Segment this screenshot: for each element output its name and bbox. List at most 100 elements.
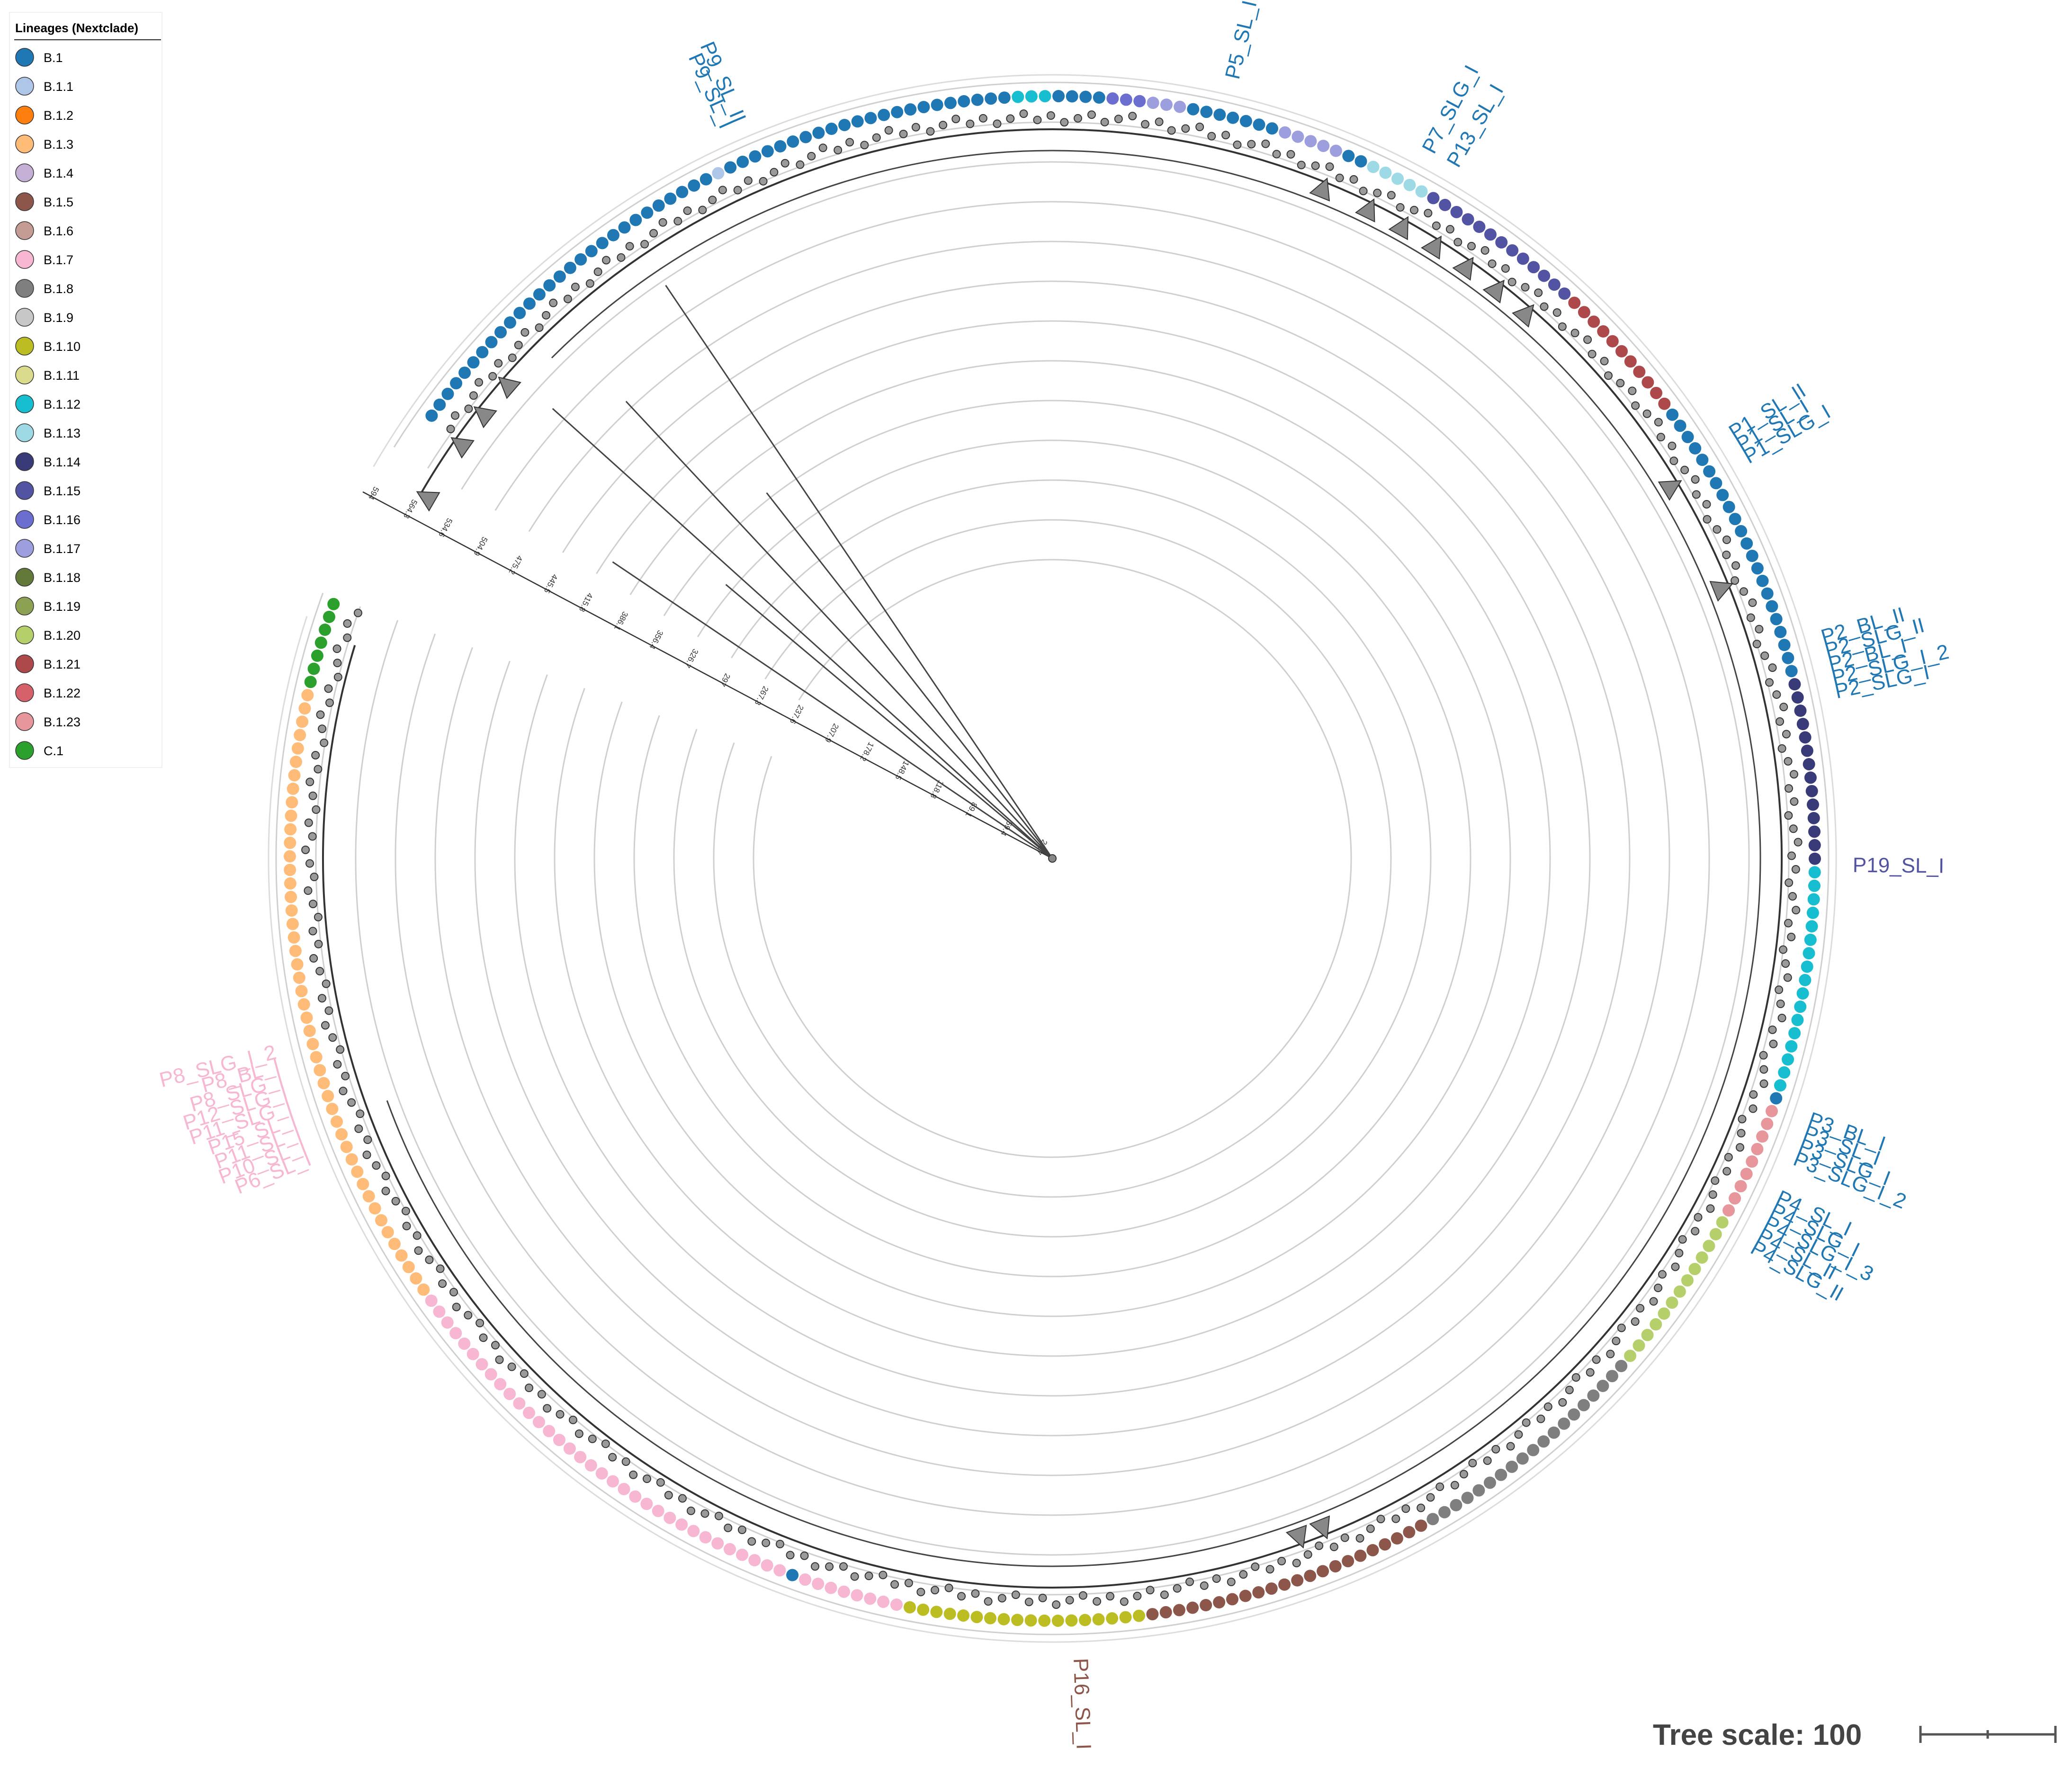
axis-tick-label: 178.2	[858, 741, 876, 762]
tip-circle	[441, 387, 454, 400]
lineage-legend: Lineages (Nextclade) B.1B.1.1B.1.2B.1.3B…	[9, 12, 162, 768]
tip-circle	[1439, 198, 1452, 211]
node-circle	[381, 1187, 390, 1196]
tip-circle	[1106, 92, 1119, 105]
tip-circle	[327, 598, 340, 610]
tip-circle	[340, 1141, 353, 1153]
legend-label: B.1.14	[44, 455, 81, 469]
tip-circle	[799, 1573, 812, 1586]
tip-circle	[1265, 1582, 1278, 1595]
node-circle	[811, 1562, 820, 1571]
tip-circle	[1716, 1216, 1729, 1229]
node-circle	[1565, 1385, 1574, 1394]
legend-label: B.1.4	[44, 166, 73, 180]
tip-circle	[1239, 1589, 1252, 1602]
tip-circle	[877, 1595, 890, 1608]
node-circle	[1297, 161, 1306, 170]
tip-circle	[300, 1011, 313, 1024]
node-circle	[1195, 123, 1204, 132]
tip-circle	[1558, 287, 1571, 300]
node-circle	[642, 1474, 651, 1483]
legend-items: B.1 B.1.1 B.1.2 B.1.3 B.1.4 B.1.5 B.1.6 B.1.7 B.…	[15, 48, 81, 760]
node-circle	[978, 114, 987, 123]
tip-circle	[323, 610, 335, 623]
tip-circle	[748, 1554, 761, 1567]
tip-circle	[553, 270, 566, 283]
tip-circle	[984, 1612, 996, 1625]
node-circle	[1073, 114, 1082, 123]
node-circle	[1654, 418, 1663, 427]
tip-circle	[786, 1569, 799, 1581]
node-circle	[1656, 433, 1665, 442]
node-circle	[1468, 1458, 1477, 1467]
axis-tick-label: 504.9	[472, 536, 489, 557]
node-circle	[1401, 1504, 1410, 1513]
tip-circle	[1650, 386, 1663, 399]
node-circle	[1522, 1418, 1531, 1427]
tip-circle	[1187, 103, 1200, 116]
tip-circle	[1317, 1565, 1329, 1578]
tip-circle	[838, 118, 851, 131]
tip-circle	[724, 1543, 736, 1555]
root-branch	[665, 285, 1053, 859]
node-circle	[673, 217, 682, 226]
node-circle	[1247, 140, 1256, 149]
node-circle	[872, 133, 881, 142]
node-circle	[1772, 690, 1781, 699]
node-circle	[839, 1562, 848, 1571]
legend-label: C.1	[44, 744, 63, 758]
legend-label: B.1.13	[44, 426, 81, 440]
tip-circle	[971, 93, 984, 106]
legend-swatch	[15, 337, 34, 356]
axis-tick-label: 356.4	[647, 629, 665, 651]
node-circle	[640, 240, 649, 249]
node-circle	[1396, 203, 1405, 212]
tip-circle	[1588, 315, 1600, 328]
node-circle	[698, 205, 707, 214]
node-circle	[1349, 175, 1358, 184]
node-circle	[343, 633, 352, 642]
tip-circle	[1078, 1614, 1091, 1626]
tip-circle	[1450, 205, 1463, 218]
legend-swatch	[15, 106, 34, 125]
node-circle	[1668, 441, 1677, 450]
node-circle	[1424, 209, 1433, 218]
tip-circle	[543, 1425, 556, 1438]
node-circle	[333, 672, 342, 681]
node-circle	[1781, 959, 1790, 968]
node-circle	[786, 1551, 795, 1560]
tip-circle	[1291, 1574, 1304, 1587]
node-circle	[353, 608, 362, 617]
node-circle	[1155, 117, 1164, 126]
node-circle	[629, 1470, 638, 1479]
tip-circle	[1624, 1349, 1637, 1362]
tip-circle	[311, 649, 323, 662]
legend-label: B.1.19	[44, 599, 81, 614]
distance-ring	[554, 360, 1551, 1357]
node-circle	[452, 1303, 461, 1312]
node-circle	[372, 1161, 381, 1170]
tip-circle	[1367, 161, 1380, 173]
legend-title: Lineages (Nextclade)	[15, 21, 138, 35]
node-circle	[1450, 1481, 1459, 1490]
node-circle	[333, 659, 342, 668]
tip-circle	[485, 336, 498, 348]
tip-circle	[1756, 574, 1769, 587]
node-circle	[1391, 1514, 1400, 1523]
tip-circle	[585, 245, 598, 258]
legend-label: B.1.16	[44, 513, 81, 527]
node-circle	[1514, 1430, 1523, 1439]
tip-circle	[417, 1283, 430, 1296]
tip-labels: P9_SL_IP9_SL_II P5_SL_IP7_SLG_IP13_SL_IP1…	[157, 0, 1951, 1750]
legend-label: B.1.18	[44, 571, 81, 585]
node-circle	[1507, 277, 1516, 286]
axis-tick-label: 207.9	[823, 722, 841, 744]
tip-circle	[1213, 108, 1226, 121]
tip-circle	[957, 1609, 970, 1622]
tip-circle	[1342, 1555, 1354, 1568]
node-circle	[464, 404, 473, 413]
node-circle	[491, 1341, 500, 1350]
tip-circle	[1805, 920, 1818, 933]
node-circle	[1784, 811, 1793, 820]
